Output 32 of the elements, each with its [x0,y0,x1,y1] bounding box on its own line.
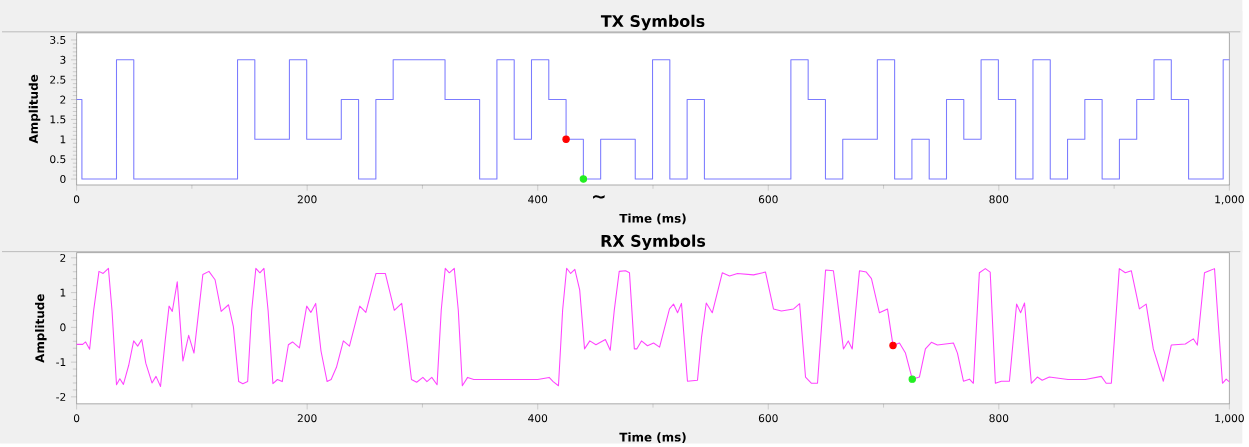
y-tick-label: -1 [56,358,66,366]
y-tick-label: 1.5 [50,115,66,124]
x-tick-label: 0 [73,413,80,422]
x-tick-label: 400 [528,195,548,204]
chart-title: TX Symbols [600,14,705,31]
y-axis-title: Amplitude [35,293,47,363]
y-tick-label: 0.5 [50,154,66,163]
x-tick-label: 1,000 [1215,413,1244,424]
x-axis-title: Time (ms) [619,432,686,443]
y-tick-label: 1 [60,288,66,297]
x-tick-label: 600 [758,413,778,422]
x-axis-title: Time (ms) [619,213,686,224]
y-tick-label: -2 [56,392,66,401]
x-tick-label: 0 [73,195,80,204]
x-tick-label: 600 [758,195,778,204]
y-tick-label: 0 [60,323,66,332]
y-tick-label: 0 [60,174,66,183]
x-tick-label: 400 [528,413,548,422]
x-tick-label: 800 [989,195,1009,204]
chart-title: RX Symbols [601,234,706,250]
x-tick-label: 800 [989,413,1009,422]
y-tick-label: 2.5 [50,75,66,84]
y-tick-label: 1 [60,135,66,143]
y-tick-label: 2 [60,95,66,104]
y-tick-label: 3 [60,55,66,64]
y-tick-label: 2 [60,253,66,262]
x-tick-label: 1,000 [1215,195,1244,205]
y-tick-label: 3.5 [50,35,66,44]
x-tick-label: 200 [297,195,317,204]
y-axis-title: Amplitude [28,74,41,144]
text: ~ [593,194,605,199]
x-tick-label: 200 [297,413,317,422]
